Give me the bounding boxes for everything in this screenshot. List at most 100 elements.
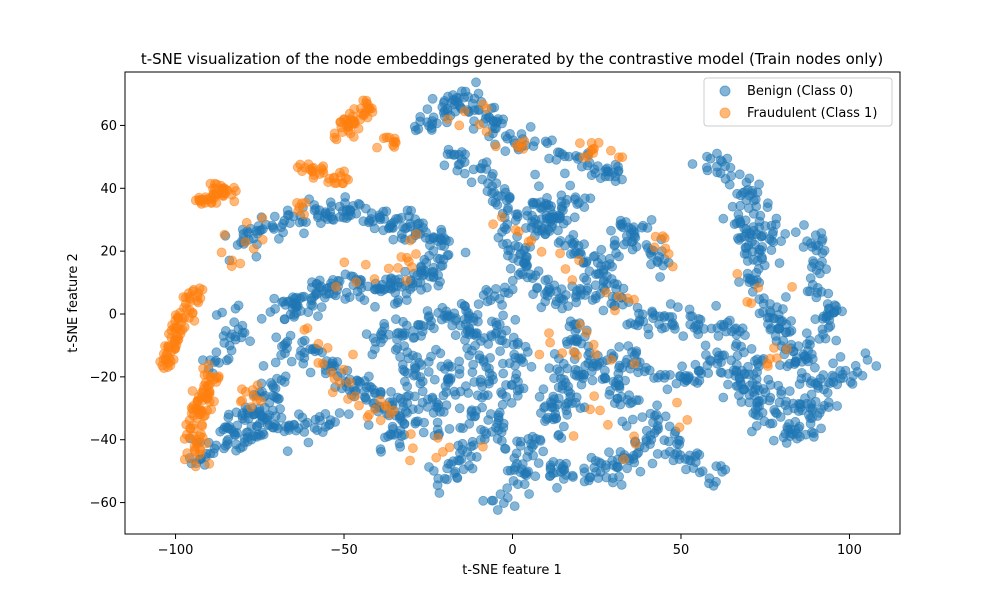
legend-box [703, 77, 893, 127]
fraudulent-point [544, 328, 554, 339]
benign-point [383, 283, 394, 294]
benign-point [205, 448, 216, 459]
fraudulent-point [390, 137, 401, 148]
fraudulent-point [216, 247, 227, 258]
benign-point [823, 377, 834, 388]
benign-point [428, 407, 439, 418]
benign-point [315, 218, 326, 229]
benign-point [245, 336, 256, 347]
benign-point [466, 177, 477, 188]
fraudulent-point [220, 188, 230, 199]
fraudulent-point [526, 235, 537, 246]
benign-point [427, 93, 438, 104]
benign-point [489, 291, 500, 302]
benign-point [480, 113, 491, 124]
fraudulent-point [682, 414, 693, 425]
benign-point [549, 373, 559, 384]
benign-point [498, 422, 509, 433]
fraudulent-point [442, 114, 453, 125]
fraudulent-point [383, 263, 394, 274]
fraudulent-point [197, 406, 207, 417]
benign-point [474, 353, 485, 364]
fraudulent-point [187, 404, 198, 415]
benign-point [374, 212, 385, 223]
benign-point [740, 330, 750, 341]
fraudulent-point [204, 458, 215, 469]
benign-point [495, 346, 506, 357]
benign-point [278, 227, 289, 238]
fraudulent-point [575, 319, 586, 330]
fraudulent-point [329, 373, 340, 384]
benign-point [752, 354, 762, 365]
benign-point [402, 381, 413, 392]
y-axis-ticks: −60 −40 −20 0 20 40 60 [90, 119, 125, 511]
benign-point [390, 344, 401, 355]
fraudulent-point [343, 174, 354, 185]
benign-point [505, 263, 516, 274]
benign-point [309, 423, 320, 433]
benign-point [581, 275, 592, 286]
benign-point [670, 323, 680, 334]
benign-point [254, 225, 265, 236]
benign-point [294, 217, 305, 228]
benign-point [464, 350, 475, 361]
benign-point [784, 418, 794, 429]
benign-point [681, 464, 691, 475]
benign-point [223, 412, 234, 423]
benign-point [313, 210, 323, 221]
benign-point [601, 460, 611, 471]
benign-point [439, 473, 450, 484]
benign-point [747, 426, 757, 437]
benign-point [488, 495, 499, 506]
benign-point [439, 160, 450, 171]
benign-point [316, 302, 327, 313]
fraudulent-point [313, 338, 324, 349]
benign-point [774, 323, 785, 334]
benign-point [499, 222, 510, 233]
benign-point [778, 335, 789, 346]
benign-point [389, 298, 400, 309]
benign-point [563, 301, 573, 312]
benign-point [226, 345, 237, 356]
benign-point [427, 119, 438, 129]
benign-point [530, 471, 541, 482]
benign-point [367, 349, 378, 360]
benign-point [502, 483, 513, 494]
benign-point [398, 401, 409, 412]
benign-point [379, 318, 390, 329]
benign-point [299, 228, 309, 239]
benign-point [748, 254, 759, 265]
fraudulent-point [405, 235, 416, 246]
benign-point [268, 422, 279, 433]
y-tick-label: −60 [90, 496, 117, 511]
fraudulent-point [299, 324, 310, 335]
fraudulent-point [405, 455, 415, 466]
fraudulent-point [205, 371, 216, 382]
benign-point [540, 275, 551, 286]
benign-point [765, 392, 776, 403]
benign-point [694, 467, 705, 478]
x-axis-ticks: −100 −50 0 50 100 [158, 534, 862, 558]
benign-point [395, 393, 406, 404]
benign-point [415, 112, 426, 122]
benign-point [823, 288, 834, 299]
benign-point [665, 369, 675, 380]
fraudulent-point [349, 104, 360, 114]
benign-point [229, 429, 240, 440]
benign-point [642, 222, 653, 233]
fraudulent-point [610, 305, 620, 316]
benign-point [776, 389, 786, 400]
benign-point [502, 492, 513, 503]
benign-point [454, 356, 465, 367]
benign-point [434, 488, 445, 498]
benign-point [749, 390, 760, 401]
fraudulent-point [407, 443, 418, 454]
benign-point [512, 385, 523, 396]
fraudulent-point [300, 197, 311, 208]
y-tick-label: −20 [90, 370, 117, 385]
benign-point [540, 136, 551, 147]
benign-point [280, 421, 291, 432]
benign-point [693, 313, 704, 324]
fraudulent-point [364, 409, 374, 420]
benign-point [591, 269, 601, 280]
